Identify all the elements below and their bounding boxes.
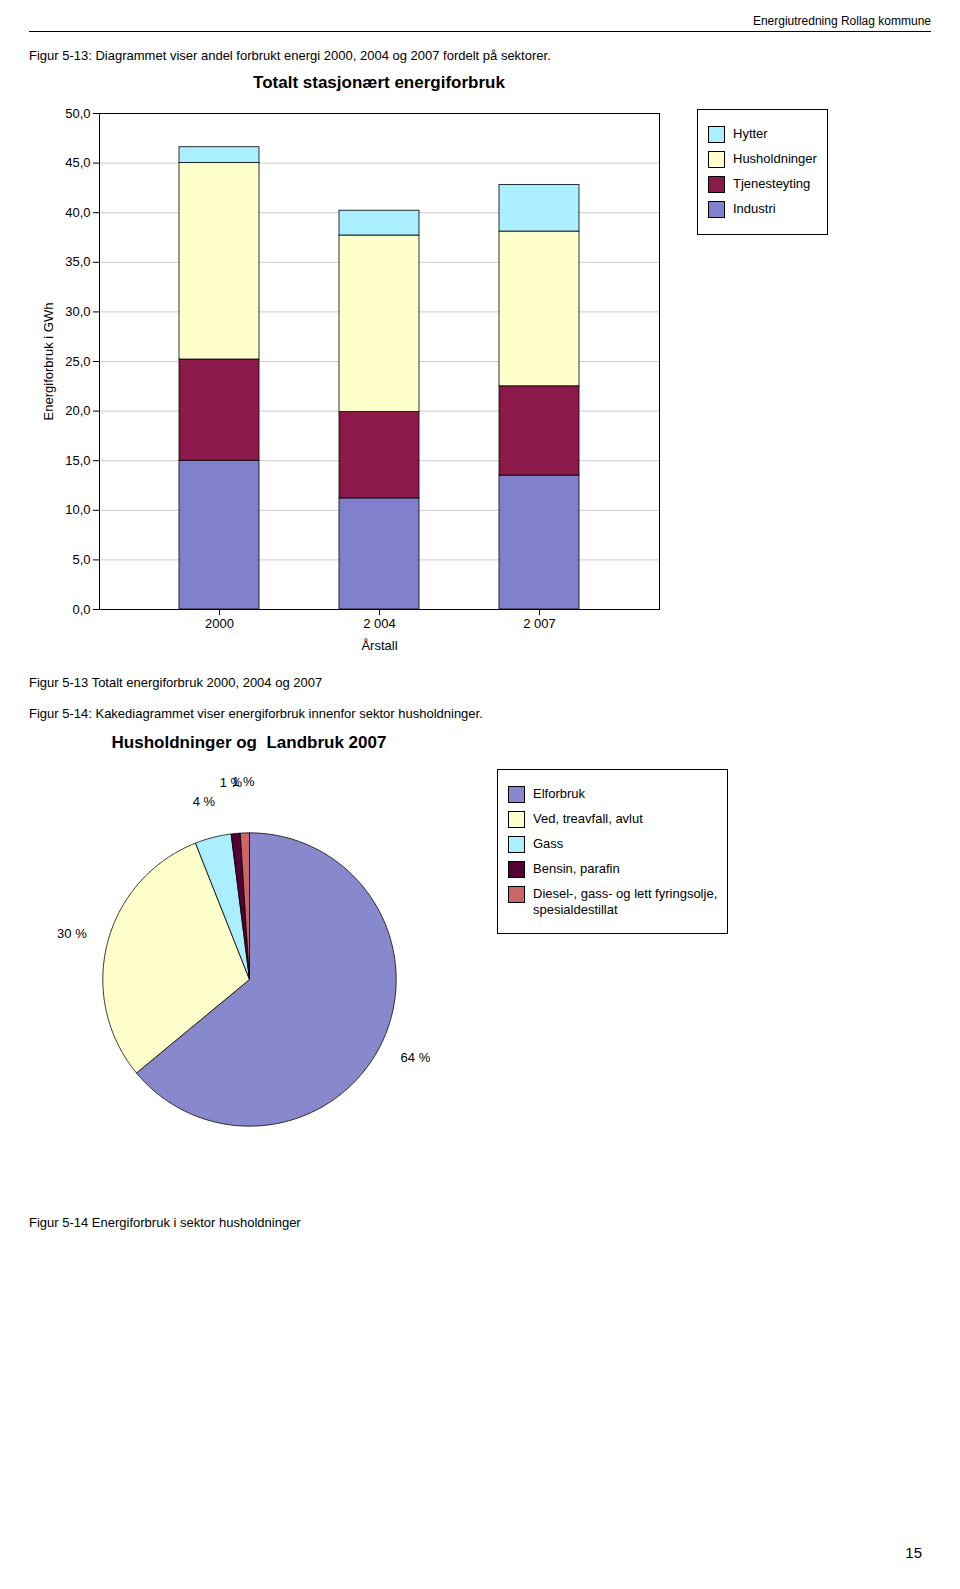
svg-text:20,0: 20,0 <box>65 403 90 418</box>
svg-text:35,0: 35,0 <box>65 254 90 269</box>
html-text:Husholdninger og Landbruk 2007: Husholdninger og Landbruk 2007 <box>111 733 387 752</box>
svg-text:5,0: 5,0 <box>72 552 90 567</box>
html-text:Totalt stasjonært energiforbru: Totalt stasjonært energiforbruk <box>253 73 505 92</box>
svg-text:0,0: 0,0 <box>72 602 90 617</box>
html-text:Diesel-, gass- og lett fyrings: Diesel-, gass- og lett fyringsolje, spes… <box>533 886 718 917</box>
html-text:Husholdninger: Husholdninger <box>733 151 817 166</box>
svg-text:30 %: 30 % <box>57 926 87 941</box>
svg-text:2000: 2000 <box>205 616 234 631</box>
html-text:Figur 5-14 Energiforbruk i sek: Figur 5-14 Energiforbruk i sektor hushol… <box>29 1215 301 1230</box>
svg-text:Årstall: Årstall <box>361 638 397 653</box>
html-text:Bensin, parafin: Bensin, parafin <box>533 861 620 876</box>
svg-text:64 %: 64 % <box>401 1050 431 1065</box>
svg-text:Energiforbruk i GWh: Energiforbruk i GWh <box>41 303 56 421</box>
html-text:Ved, treavfall, avlut: Ved, treavfall, avlut <box>533 811 643 826</box>
html-text:15: 15 <box>905 1544 922 1561</box>
html-text:Figur 5-14: Kakediagrammet vis: Figur 5-14: Kakediagrammet viser energif… <box>29 706 483 721</box>
svg-text:50,0: 50,0 <box>65 106 90 121</box>
html-text:Tjenesteyting: Tjenesteyting <box>733 176 811 191</box>
html-text:Figur 5-13 Totalt energiforbru: Figur 5-13 Totalt energiforbruk 2000, 20… <box>29 675 323 690</box>
html-text:Industri: Industri <box>733 201 776 216</box>
svg-text:40,0: 40,0 <box>65 205 90 220</box>
svg-text:30,0: 30,0 <box>65 304 90 319</box>
svg-text:25,0: 25,0 <box>65 354 90 369</box>
html-text:Figur 5-13: Diagrammet viser a: Figur 5-13: Diagrammet viser andel forbr… <box>29 48 551 63</box>
html-text:Gass: Gass <box>533 836 564 851</box>
svg-text:10,0: 10,0 <box>65 502 90 517</box>
svg-text:1 %: 1 % <box>219 774 243 790</box>
svg-text:15,0: 15,0 <box>65 453 90 468</box>
html-text:Energiutredning Rollag kommune: Energiutredning Rollag kommune <box>752 14 931 28</box>
svg-text:2 007: 2 007 <box>523 616 556 631</box>
svg-text:2 004: 2 004 <box>363 616 396 631</box>
html-text:Elforbruk: Elforbruk <box>533 786 585 801</box>
svg-text:4 %: 4 % <box>193 794 216 809</box>
html-text:Hytter: Hytter <box>733 126 768 141</box>
svg-text:1 %: 1 % <box>232 774 255 789</box>
svg-text:45,0: 45,0 <box>65 155 90 170</box>
